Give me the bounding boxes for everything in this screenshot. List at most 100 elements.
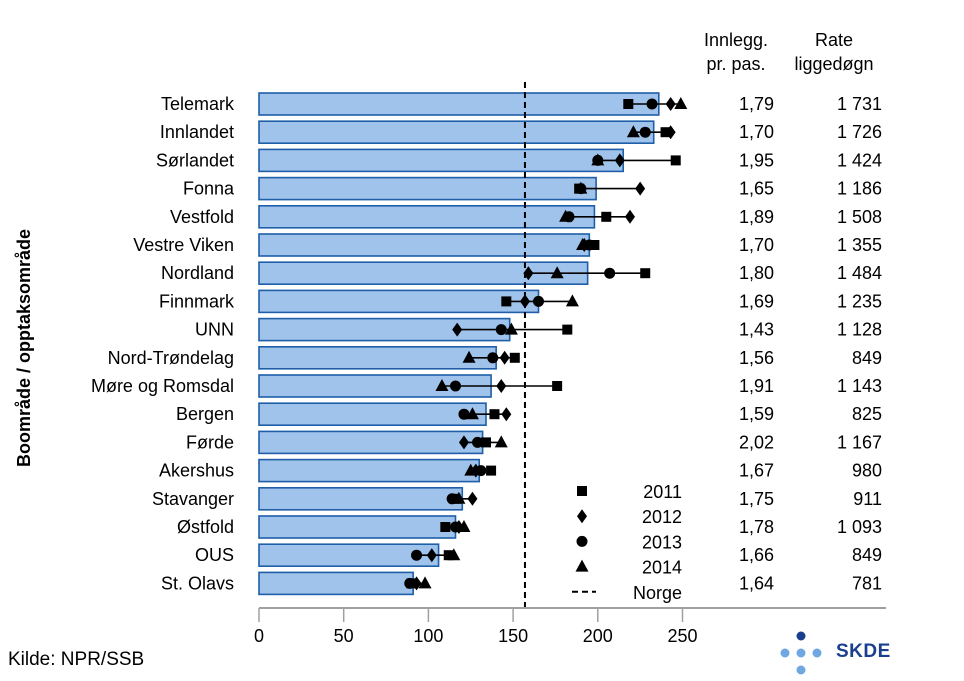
table-cell-rate: 1 167	[837, 432, 882, 452]
bar	[258, 92, 660, 116]
source-note: Kilde: NPR/SSB	[8, 649, 145, 670]
legend: 2011 2012 2013 2014 Norge	[572, 482, 682, 603]
marker-2013	[495, 324, 507, 336]
marker-2012	[458, 435, 469, 450]
legend-label: 2011	[643, 482, 682, 502]
bars	[258, 92, 660, 596]
marker-2011	[509, 352, 520, 363]
table-cell-innlegg: 2,02	[739, 432, 774, 452]
legend-marker-2013	[576, 535, 588, 547]
table-cell-rate: 825	[852, 404, 882, 424]
category-label: St. Olavs	[161, 573, 234, 593]
logo-dot	[796, 665, 806, 675]
bar	[258, 148, 625, 173]
category-label: Fonna	[183, 179, 235, 199]
marker-2014	[418, 576, 432, 589]
table-cell-rate: 1 093	[837, 517, 882, 537]
x-axis: 0 50 100 150 200 250	[254, 607, 886, 646]
marker-2014	[462, 350, 476, 363]
marker-2011	[489, 409, 500, 420]
bar	[258, 515, 457, 539]
marker-2011	[443, 550, 454, 561]
category-label: Møre og Romsdal	[91, 376, 234, 396]
marker-2012	[635, 181, 646, 196]
marker-2014	[464, 463, 478, 476]
marker-2013	[404, 577, 416, 589]
marker-2012	[452, 322, 463, 337]
category-label: Førde	[186, 432, 234, 452]
logo-dot	[796, 648, 806, 658]
table-cell-innlegg: 1,70	[739, 122, 774, 142]
marker-2011	[623, 99, 634, 109]
table-cell-innlegg: 1,69	[739, 291, 774, 311]
legend-label: 2014	[642, 558, 682, 578]
marker-2012	[665, 97, 676, 111]
table-cell-rate: 849	[852, 348, 882, 368]
marker-2013	[411, 549, 423, 561]
logo-dot	[796, 631, 806, 641]
table-cell-rate: 1 508	[837, 207, 882, 227]
marker-2011	[601, 211, 612, 222]
marker-2013	[472, 436, 484, 448]
bar	[258, 345, 497, 370]
category-label: Nordland	[161, 263, 234, 283]
marker-2014	[447, 548, 461, 561]
bar	[258, 205, 596, 229]
bar	[258, 458, 481, 483]
bar	[258, 402, 487, 427]
category-label: Stavanger	[152, 489, 234, 509]
marker-2013	[450, 521, 462, 533]
legend-marker-2012	[577, 509, 587, 524]
marker-2014	[576, 238, 590, 250]
table-cell-rate: 849	[852, 545, 882, 565]
year-ranges	[409, 103, 681, 585]
marker-2013	[533, 295, 545, 307]
marker-2014	[565, 294, 579, 307]
marker-2011	[486, 465, 497, 476]
legend-marker-2011	[577, 486, 587, 496]
bar	[258, 233, 591, 257]
marker-2012	[411, 576, 422, 591]
marker-2012	[496, 379, 507, 393]
table-header: Rate	[815, 30, 853, 50]
marker-2014	[574, 181, 588, 194]
x-tick-label: 150	[498, 626, 528, 646]
table-cell-innlegg: 1,65	[739, 179, 774, 199]
marker-2014	[626, 125, 640, 138]
table-cell-rate: 1 186	[837, 179, 882, 199]
category-label: Sørlandet	[156, 150, 234, 170]
table-header: liggedøgn	[794, 54, 873, 74]
marker-2014	[465, 407, 479, 420]
logo-dot	[780, 648, 790, 658]
category-label: Østfold	[177, 517, 234, 537]
marker-2014	[591, 153, 605, 166]
marker-2013	[450, 380, 462, 392]
table-cell-rate: 1 235	[837, 291, 882, 311]
table-cell-rate: 911	[853, 489, 882, 509]
x-tick-label: 200	[583, 626, 613, 646]
marker-2011	[501, 296, 512, 307]
table-cell-rate: 1 726	[837, 122, 882, 142]
legend-marker-2014	[575, 559, 589, 572]
logo-text: SKDE	[836, 641, 891, 662]
bar	[258, 120, 655, 144]
marker-2013	[604, 267, 616, 279]
marker-2012	[665, 125, 676, 140]
category-label: Finnmark	[159, 291, 235, 311]
marker-2013	[487, 352, 499, 364]
category-labels: Telemark Innlandet Sørlandet Fonna Vestfold V…	[91, 94, 235, 593]
table-cell-rate: 1 424	[837, 150, 882, 170]
marker-2012	[624, 209, 635, 224]
bar	[258, 486, 464, 511]
x-tick-label: 0	[254, 626, 264, 646]
legend-label: 2012	[642, 507, 682, 527]
table-cell-innlegg: 1,75	[739, 489, 774, 509]
stats-table: 1,79 1 731 1,70 1 726 1,95 1 424 1,65 1 186 1,89…	[704, 30, 882, 593]
logo-dot	[812, 648, 822, 658]
table-cell-innlegg: 1,89	[739, 207, 774, 227]
category-label: Vestre Viken	[133, 235, 234, 255]
marker-2013	[646, 98, 658, 110]
table-cell-innlegg: 1,43	[739, 320, 774, 340]
marker-2011	[552, 381, 563, 391]
